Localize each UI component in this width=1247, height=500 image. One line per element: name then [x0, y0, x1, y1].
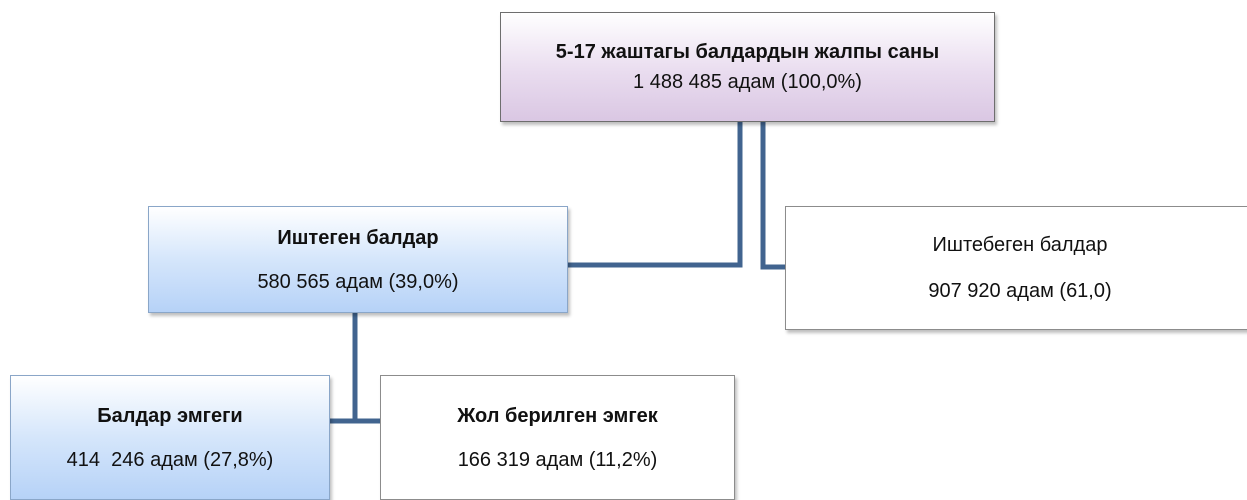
node-child-labour: Балдар эмгеги 414 246 адам (27,8%): [10, 375, 330, 500]
node-value: 907 920 адам (61,0): [928, 280, 1112, 302]
node-value: 580 565 адам (39,0%): [257, 270, 459, 293]
node-total: 5-17 жаштагы балдардын жалпы саны 1 488 …: [500, 12, 995, 122]
node-label: Иштебеген балдар: [932, 234, 1108, 256]
node-value: 414 246 адам (27,8%): [66, 449, 274, 471]
node-label: Жол берилген эмгек: [457, 405, 658, 427]
node-working: Иштеген балдар 580 565 адам (39,0%): [148, 206, 568, 313]
node-label: 5-17 жаштагы балдардын жалпы саны: [555, 41, 940, 63]
node-value: 1 488 485 адам (100,0%): [633, 71, 862, 93]
node-value: 166 319 адам (11,2%): [457, 449, 658, 471]
connector: [568, 122, 743, 268]
node-permitted-work: Жол берилген эмгек 166 319 адам (11,2%): [380, 375, 735, 500]
connector: [760, 122, 785, 270]
node-not-working: Иштебеген балдар 907 920 адам (61,0): [785, 206, 1247, 330]
node-label: Иштеген балдар: [277, 226, 439, 249]
node-label: Балдар эмгеги: [97, 405, 243, 427]
